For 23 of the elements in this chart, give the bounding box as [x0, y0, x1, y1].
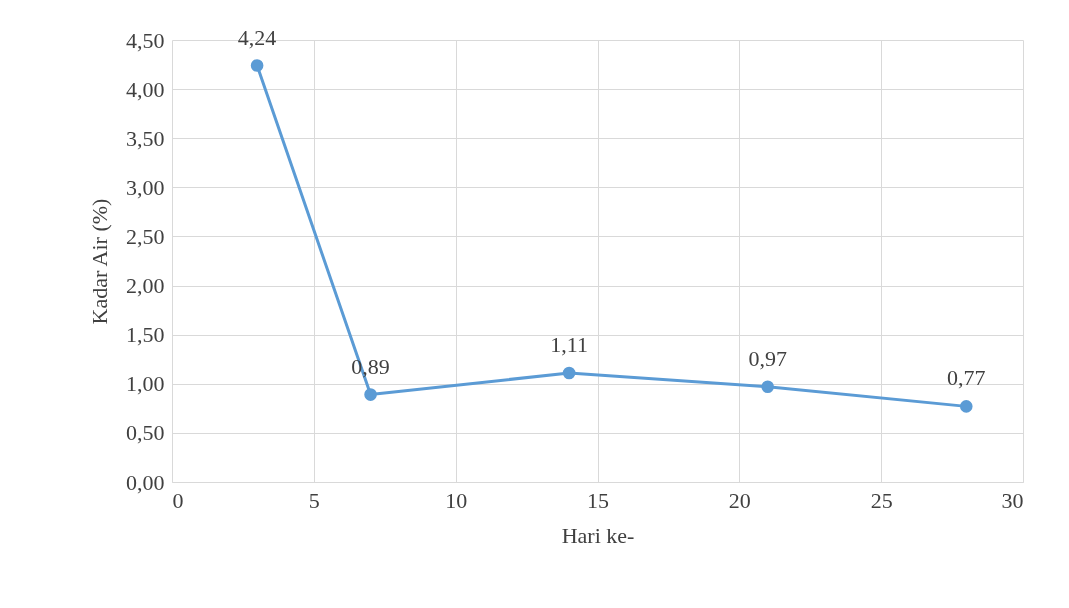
x-tick-label: 15	[587, 487, 609, 513]
y-tick-label: 1,00	[126, 371, 165, 397]
data-label: 0,77	[947, 365, 986, 391]
x-tick-label: 5	[308, 487, 320, 513]
y-tick-label: 0,00	[126, 469, 165, 495]
x-tick-label: 20	[728, 487, 751, 513]
data-label: 1,11	[550, 331, 588, 357]
y-axis-title: Kadar Air (%)	[87, 198, 112, 325]
y-tick-label: 0,50	[126, 420, 165, 446]
x-tick-label: 0	[172, 487, 184, 513]
data-label: 0,97	[748, 345, 787, 371]
y-tick-label: 4,50	[126, 27, 165, 53]
x-tick-label: 10	[445, 487, 468, 513]
x-tick-label: 25	[870, 487, 893, 513]
y-tick-label: 2,00	[126, 273, 165, 299]
y-tick-label: 4,00	[126, 76, 165, 102]
y-tick-label: 2,50	[126, 223, 165, 249]
x-tick-label: 30	[1001, 487, 1024, 513]
y-tick-label: 3,50	[126, 125, 165, 151]
y-tick-label: 1,50	[126, 322, 165, 348]
y-tick-label: 3,00	[126, 174, 165, 200]
data-label: 4,24	[237, 24, 277, 50]
x-axis-title: Hari ke-	[561, 522, 635, 548]
